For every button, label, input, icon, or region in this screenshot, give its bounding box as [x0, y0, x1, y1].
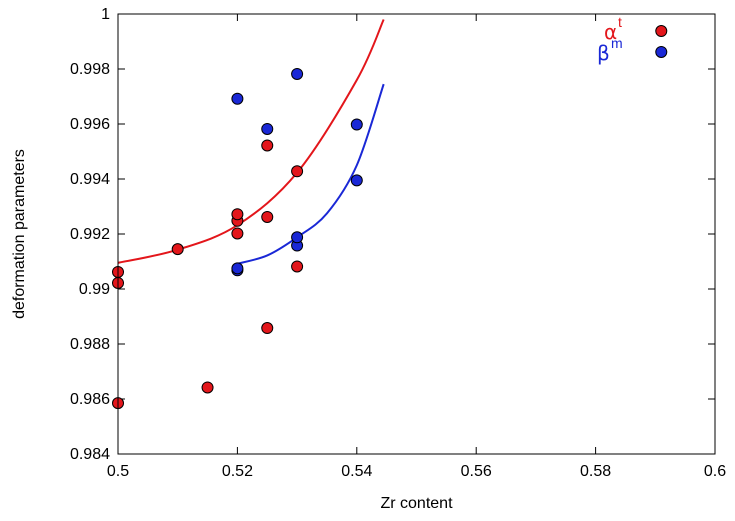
x-tick-label: 0.52: [222, 463, 253, 480]
legend: α tβ m: [597, 14, 623, 65]
y-tick-label: 0.99: [79, 281, 110, 298]
y-axis-title: deformation parameters: [11, 149, 28, 319]
plot-frame: [117, 13, 716, 455]
y-tick-label: 0.996: [70, 116, 110, 133]
data-point-m: [261, 122, 274, 135]
x-tick-label: 0.6: [704, 463, 726, 480]
x-tick-label: 0.58: [580, 463, 611, 480]
data-point-m: [291, 67, 304, 80]
data-point-t: [261, 322, 274, 335]
x-axis-title: Zr content: [380, 495, 453, 512]
data-point-t: [231, 227, 244, 240]
x-axis-ticks: 0.5 0.52 0.54 0.56 0.58 0.6: [107, 14, 726, 480]
fit-curves: [117, 19, 385, 265]
data-point-t: [261, 139, 274, 152]
x-tick-label: 0.56: [461, 463, 492, 480]
data-point-m: [655, 45, 668, 58]
data-point-m: [350, 174, 363, 187]
data-point-t: [291, 165, 304, 178]
fit-curve-t: [117, 19, 385, 264]
data-point-t: [291, 260, 304, 273]
x-tick-label: 0.54: [341, 463, 372, 480]
legend-symbol: α: [604, 20, 617, 44]
data-point-m: [231, 92, 244, 105]
data-point-t: [231, 208, 244, 221]
y-tick-label: 0.984: [70, 446, 110, 463]
y-tick-label: 0.998: [70, 61, 110, 78]
y-tick-label: 1: [101, 6, 110, 23]
data-point-m: [231, 262, 244, 275]
y-axis-ticks: 0.984 0.986 0.988 0.99 0.992 0.994 0.996 0.998 1: [70, 6, 715, 463]
legend-symbol: β: [597, 41, 610, 65]
x-tick-label: 0.5: [107, 463, 129, 480]
data-points: [112, 25, 668, 410]
fit-curve-m: [237, 83, 385, 265]
y-tick-label: 0.992: [70, 226, 110, 243]
legend-superscript: m: [611, 35, 623, 51]
data-point-t: [655, 25, 668, 38]
data-point-t: [201, 381, 214, 394]
y-tick-label: 0.986: [70, 391, 110, 408]
data-point-m: [291, 231, 304, 244]
data-point-m: [350, 118, 363, 131]
data-point-t: [261, 210, 274, 223]
y-tick-label: 0.988: [70, 336, 110, 353]
data-point-t: [171, 243, 184, 256]
y-tick-label: 0.994: [70, 171, 110, 188]
legend-superscript: t: [618, 14, 622, 30]
